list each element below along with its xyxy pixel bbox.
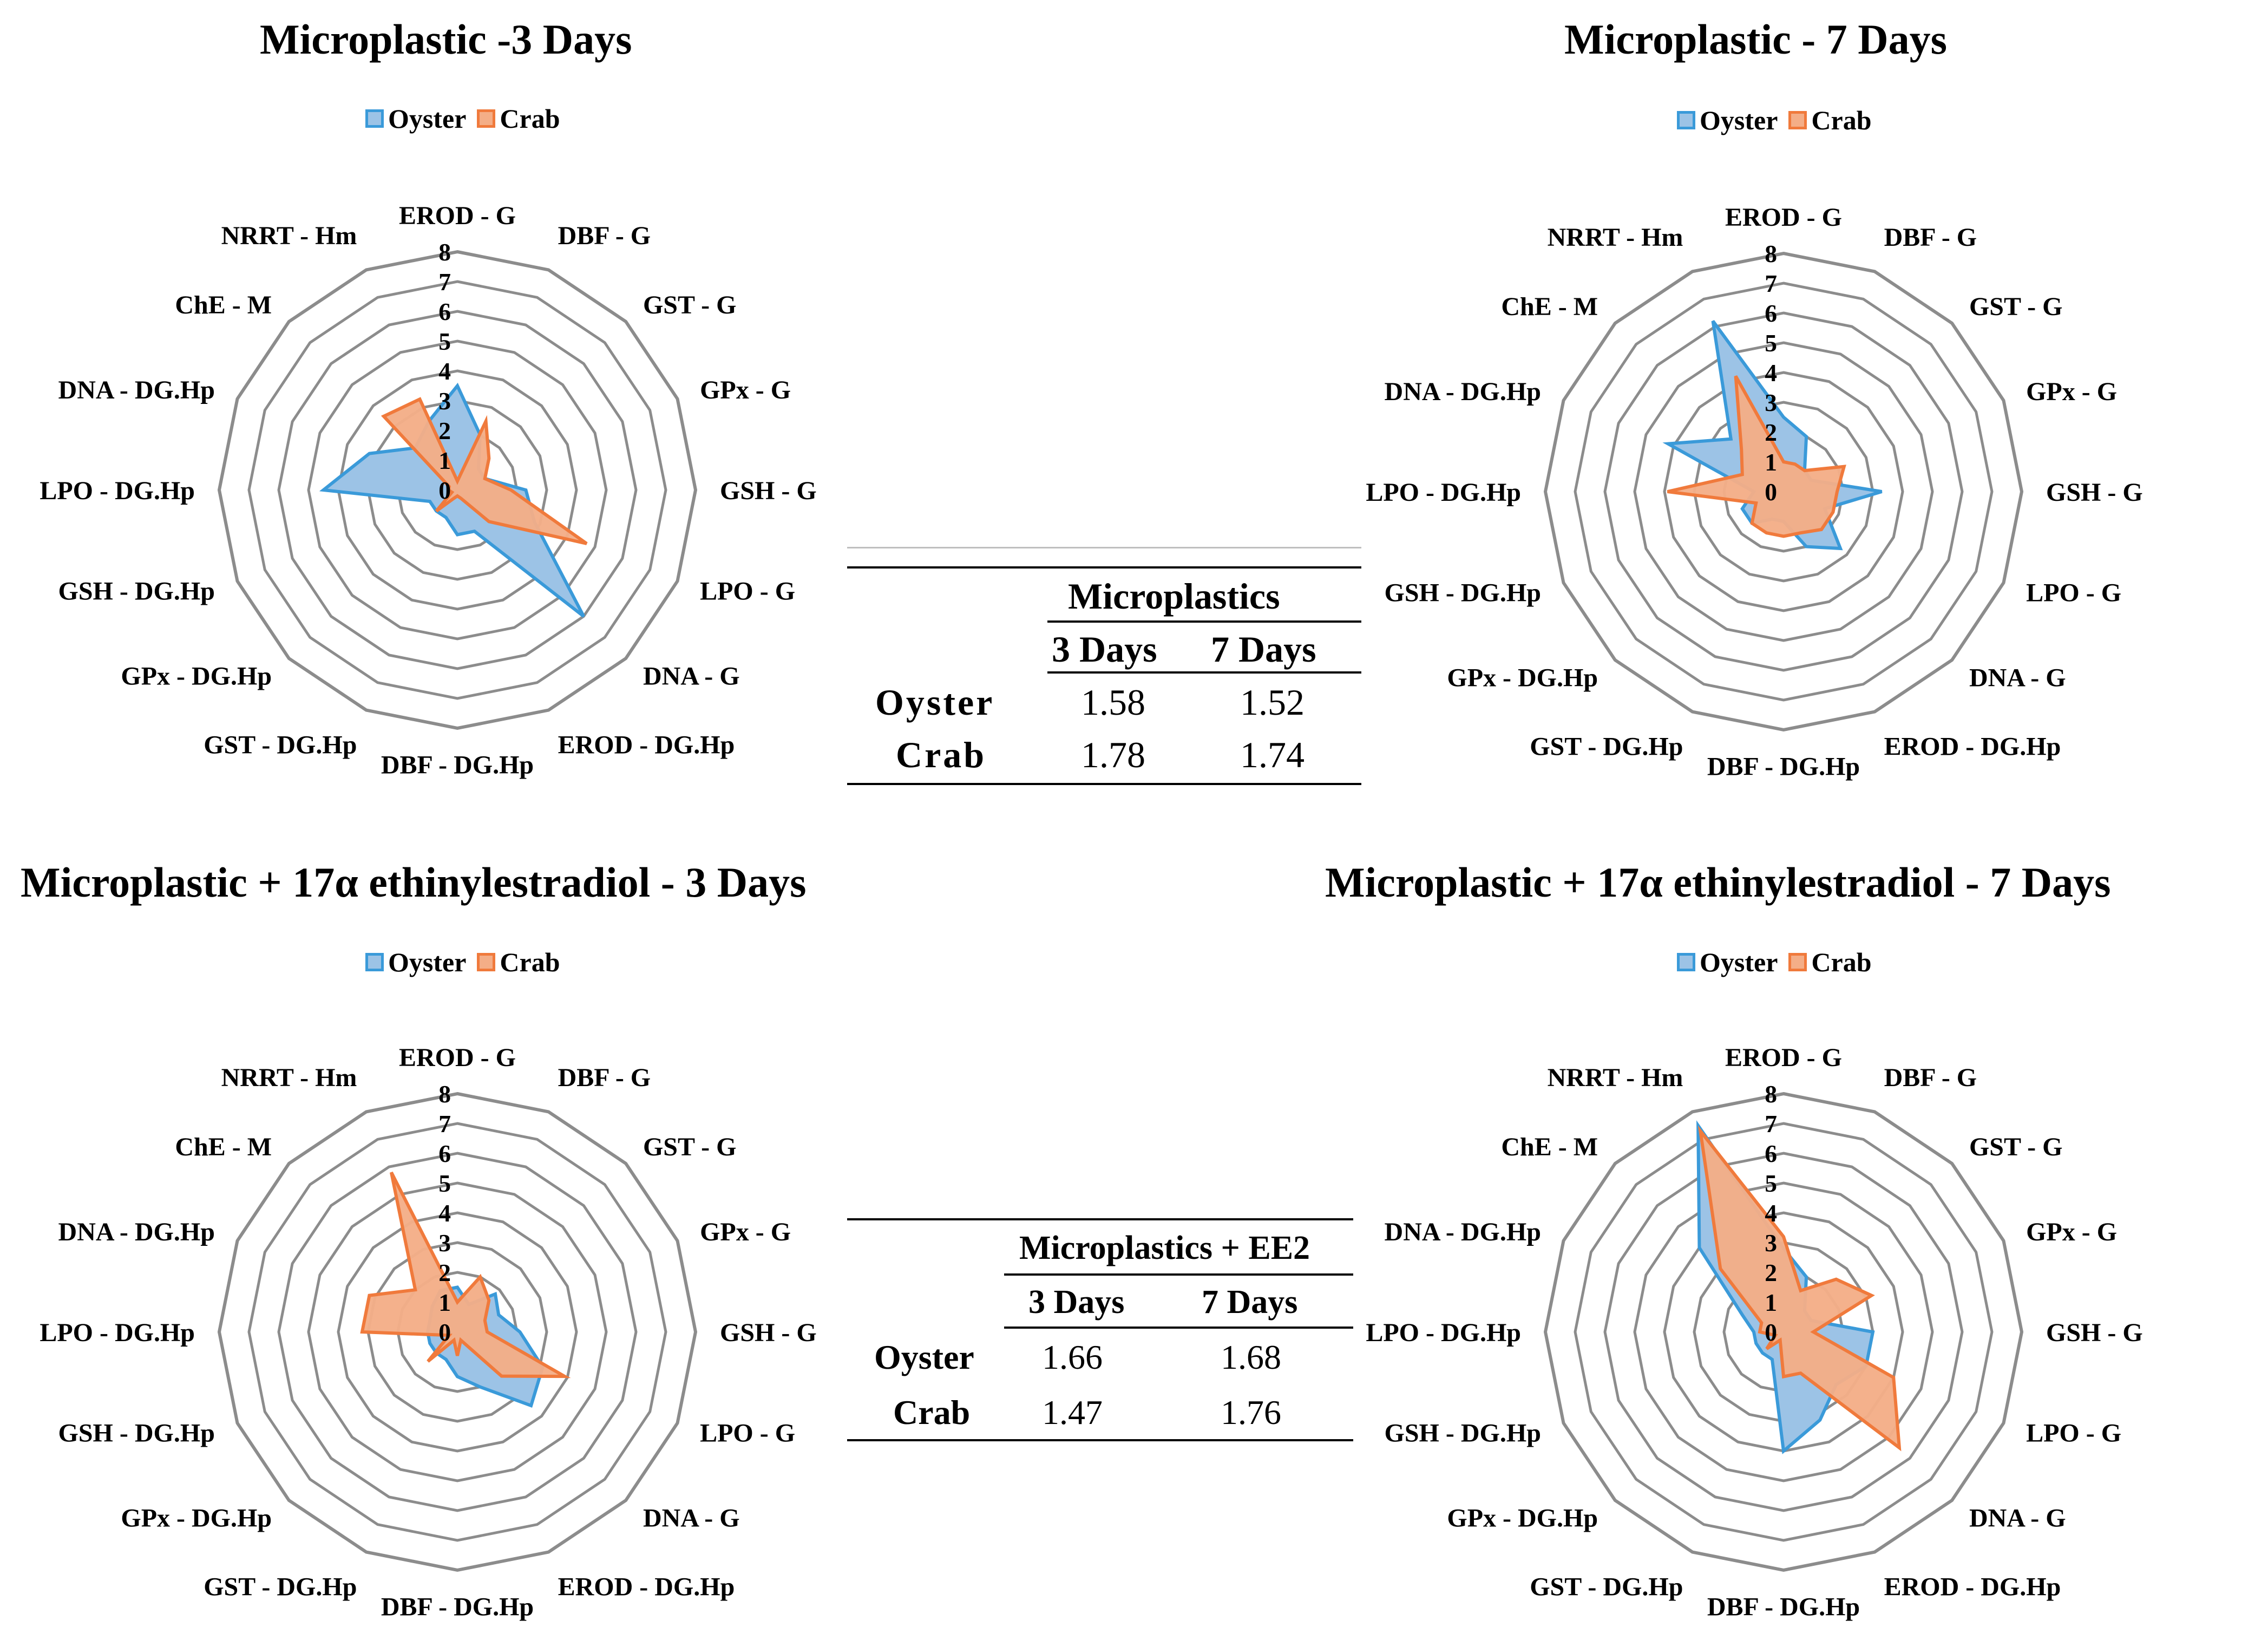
grid-ring: [217, 250, 698, 730]
oyster-swatch-icon: [1677, 111, 1695, 129]
table-header-rule: [1047, 620, 1361, 623]
table-cell: 1.68: [1221, 1338, 1281, 1376]
crab-swatch-icon: [1788, 111, 1807, 129]
table-cell: 1.66: [1042, 1338, 1103, 1376]
chart-title: Microplastic + 17α ethinylestradiol - 7 …: [1325, 859, 2111, 906]
grid-ring: [337, 369, 578, 611]
tick-label: 4: [438, 357, 451, 385]
table-header-rule: [1004, 1273, 1353, 1276]
grid-ring: [307, 339, 608, 641]
series-crab: [381, 397, 588, 545]
chart-title: Microplastic - 7 Days: [1564, 16, 1947, 63]
table-bottom-rule: [847, 1439, 1353, 1441]
legend: Oyster Crab: [1677, 104, 1872, 136]
axis-label: LPO - G: [700, 577, 795, 605]
legend: Oyster Crab: [365, 103, 560, 134]
table-col-3days: 3 Days: [1028, 1284, 1125, 1321]
axis-label: GSH - DG.Hp: [58, 577, 215, 605]
table-col-3days: 3 Days: [1052, 629, 1157, 670]
chart-title: Microplastic + 17α ethinylestradiol - 3 …: [21, 859, 807, 906]
axis-label: GST - DG.Hp: [204, 730, 357, 759]
tick-label: 0: [438, 476, 451, 504]
tick-label: 2: [438, 417, 451, 445]
legend: Oyster Crab: [1677, 946, 1872, 978]
table-col-7days: 7 Days: [1202, 1284, 1298, 1321]
legend-crab: Crab: [1788, 104, 1872, 136]
legend-oyster: Oyster: [1677, 946, 1778, 978]
table-cell: 1.47: [1042, 1393, 1103, 1432]
table-cell: 1.76: [1221, 1393, 1281, 1432]
summary-table-microplastics: Microplastics 3 Days 7 Days Oyster 1.58 …: [847, 547, 1361, 785]
table-row-label-crab: Crab: [893, 1393, 971, 1432]
table-row-label-oyster: Oyster: [874, 1338, 974, 1376]
axis-label: DNA - DG.Hp: [58, 376, 215, 404]
table-header: Microplastics: [1068, 576, 1280, 617]
chart-title: Microplastic -3 Days: [260, 16, 632, 63]
table-cell: 1.74: [1240, 734, 1305, 775]
legend-crab: Crab: [1788, 946, 1872, 978]
tick-label: 6: [438, 298, 451, 325]
table-header: Microplastics + EE2: [1019, 1230, 1310, 1266]
tick-label: 8: [438, 238, 451, 266]
axis-label: EROD - DG.Hp: [558, 730, 735, 759]
axis-label: DBF - G: [558, 221, 651, 250]
grid-ring: [247, 280, 667, 700]
table-cell: 1.78: [1081, 734, 1145, 775]
table-col-rule: [1004, 1327, 1353, 1329]
table-row-label-crab: Crab: [896, 734, 987, 775]
tick-label: 5: [438, 328, 451, 355]
table-cell: 1.58: [1081, 682, 1145, 723]
tick-label: 1: [438, 447, 451, 474]
axis-label: GPx - G: [700, 376, 791, 404]
table-col-rule: [1047, 671, 1361, 674]
axis-label: DNA - G: [643, 662, 740, 691]
legend-crab: Crab: [477, 946, 560, 978]
oyster-swatch-icon: [1677, 953, 1695, 971]
legend: Oyster Crab: [365, 946, 560, 978]
table-bottom-rule: [847, 783, 1361, 785]
axis-label: DBF - DG.Hp: [381, 750, 534, 779]
table-col-7days: 7 Days: [1211, 629, 1316, 670]
legend-oyster: Oyster: [365, 103, 466, 134]
table-rule: [847, 566, 1361, 569]
grid-ring: [277, 310, 638, 670]
legend-crab: Crab: [477, 103, 560, 134]
legend-oyster: Oyster: [1677, 104, 1778, 136]
axis-label: LPO - DG.Hp: [40, 476, 195, 505]
axis-label: NRRT - Hm: [221, 221, 357, 250]
axis-label: GST - G: [643, 291, 737, 319]
table-top-rule: [847, 547, 1361, 548]
axis-label: GSH - G: [720, 476, 817, 505]
axis-label: GPx - DG.Hp: [121, 662, 272, 691]
axis-label: ChE - M: [175, 291, 272, 319]
grid-ring: [366, 399, 548, 581]
axis-label: EROD - G: [399, 201, 516, 230]
oyster-swatch-icon: [365, 109, 384, 128]
tick-label: 7: [438, 268, 451, 296]
legend-oyster: Oyster: [365, 946, 466, 978]
table-row-label-oyster: Oyster: [875, 682, 995, 723]
crab-swatch-icon: [1788, 953, 1807, 971]
tick-label: 3: [438, 387, 451, 415]
crab-swatch-icon: [477, 109, 496, 128]
table-top-rule: [847, 1218, 1353, 1220]
table-cell: 1.52: [1240, 682, 1305, 723]
summary-table-microplastics-ee2: Microplastics + EE2 3 Days 7 Days Oyster…: [847, 1218, 1353, 1446]
crab-swatch-icon: [477, 953, 496, 971]
oyster-swatch-icon: [365, 953, 384, 971]
